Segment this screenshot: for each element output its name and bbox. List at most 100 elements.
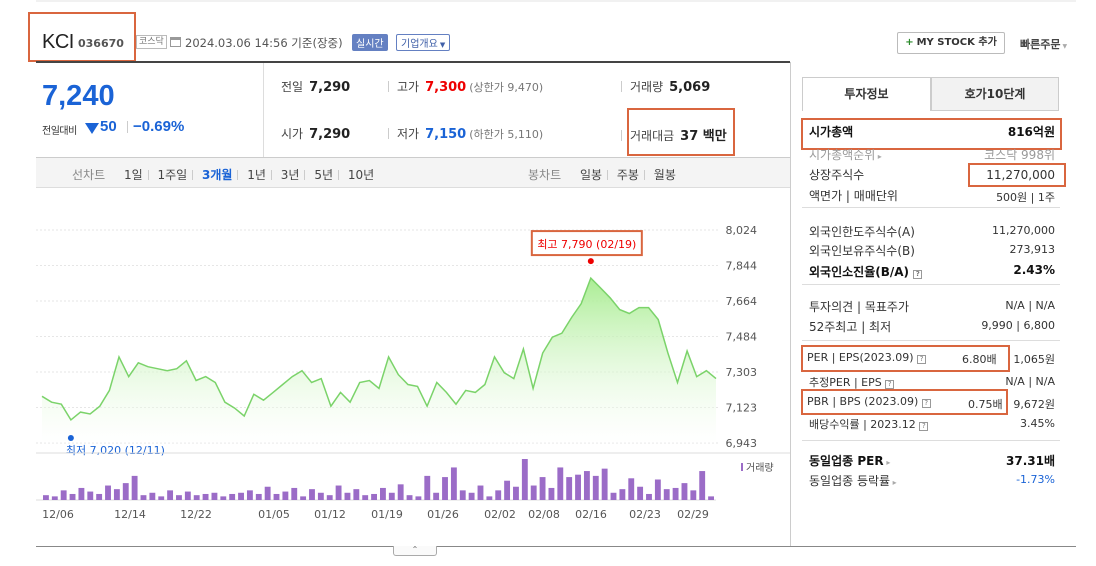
add-mystock-button[interactable]: + MY STOCK 추가 xyxy=(897,32,1005,54)
volume-bar xyxy=(637,486,644,500)
candle-weekly[interactable]: 주봉 xyxy=(616,168,639,182)
bps-value: 9,672원 xyxy=(1013,398,1055,411)
candle-monthly[interactable]: 월봉 xyxy=(653,168,676,182)
help-icon[interactable]: ? xyxy=(919,422,929,431)
x-tick-label: 12/06 xyxy=(42,508,74,521)
per-label: PER | EPS(2023.09) ? xyxy=(807,351,927,364)
prev-close-label: 전일 xyxy=(281,80,304,94)
period-1w[interactable]: 1주일 xyxy=(157,168,188,182)
info-divider xyxy=(802,284,1060,285)
volume-bar xyxy=(504,480,511,500)
per-text: PER | EPS(2023.09) xyxy=(807,351,914,364)
stat-separator xyxy=(621,130,622,141)
x-tick-label: 02/23 xyxy=(629,508,661,521)
opinion-value: N/A | N/A xyxy=(1005,299,1055,312)
sector-per-text: 동일업종 PER xyxy=(809,454,884,468)
volume-bar xyxy=(601,468,608,500)
volume-bar xyxy=(521,459,528,500)
foreign-hold-label: 외국인보유주식수(B) xyxy=(809,244,915,258)
company-name[interactable]: KCI xyxy=(42,31,74,53)
volume-bar xyxy=(486,496,493,500)
volume-bar xyxy=(557,467,564,500)
week52-value: 9,990 | 6,800 xyxy=(981,319,1055,332)
volume-bar xyxy=(566,477,573,500)
volume-bar xyxy=(60,490,67,500)
volume-bar xyxy=(495,490,502,500)
sector-per-label[interactable]: 동일업종 PER ▸ xyxy=(809,452,890,469)
market-cap-highlight xyxy=(801,118,1062,150)
volume-bar xyxy=(619,489,626,500)
price-chart[interactable]: 8,024 7,844 7,664 7,484 7,303 7,123 6,943 최고 7,… xyxy=(36,190,790,546)
high-marker xyxy=(587,258,594,265)
market-cap-value: 816억원 xyxy=(1007,125,1055,139)
period-1d[interactable]: 1일 xyxy=(123,168,143,182)
volume-bar xyxy=(433,492,440,500)
volume-bar xyxy=(149,492,156,500)
help-icon[interactable]: ? xyxy=(913,270,923,279)
volume-bar xyxy=(131,475,138,500)
chevron-up-icon: ⌃ xyxy=(411,545,419,554)
stat-separator xyxy=(388,128,389,139)
info-divider xyxy=(802,340,1060,341)
tab-order-book[interactable]: 호가10단계 xyxy=(931,77,1059,111)
down-arrow-icon xyxy=(85,123,99,134)
candle-chart-periods: 봉차트 일봉 주봉 월봉 xyxy=(528,166,681,183)
x-tick-label: 01/26 xyxy=(427,508,459,521)
open-label: 시가 xyxy=(281,127,304,141)
quick-order-button[interactable]: 빠른주문 ▼ xyxy=(1020,36,1067,52)
chart-bottom-line xyxy=(36,546,1076,547)
volume-bar xyxy=(113,489,120,500)
volume-bar xyxy=(255,493,262,500)
volume-bar xyxy=(450,467,457,500)
period-10y[interactable]: 10년 xyxy=(347,168,375,182)
high-value: 7,300 xyxy=(425,80,467,95)
high-label: 고가 xyxy=(397,80,420,94)
market-cap-rank-value: 코스닥 998위 xyxy=(984,148,1055,162)
collapse-chart-button[interactable]: ⌃ xyxy=(393,546,437,556)
realtime-badge[interactable]: 실시간 xyxy=(352,34,388,51)
volume-bar xyxy=(362,495,369,500)
volume-bar xyxy=(610,492,617,500)
price-tick-label: 7,484 xyxy=(726,331,758,344)
help-icon[interactable]: ? xyxy=(917,355,927,364)
price-divider xyxy=(263,63,264,157)
market-cap-rank-text: 시가총액순위 xyxy=(809,148,876,162)
help-icon[interactable]: ? xyxy=(921,399,931,408)
volume-bar xyxy=(548,487,555,500)
lower-limit: (하한가 5,110) xyxy=(469,128,544,141)
volume-bar xyxy=(592,475,599,500)
calendar-icon xyxy=(170,37,181,47)
price-change: 50 xyxy=(100,118,117,135)
par-value-label: 액면가 | 매매단위 xyxy=(809,189,898,203)
tab-invest-info[interactable]: 투자정보 xyxy=(802,77,931,111)
market-cap-rank-label[interactable]: 시가총액순위 ▸ xyxy=(809,146,882,163)
sector-change-label[interactable]: 동일업종 등락률 ▸ xyxy=(809,472,897,489)
candle-daily[interactable]: 일봉 xyxy=(579,168,603,182)
volume-bar xyxy=(246,490,253,500)
volume-bar xyxy=(459,490,466,500)
volume-bar xyxy=(264,486,271,500)
volume-legend-swatch xyxy=(741,463,743,471)
high-annotation-highlight xyxy=(530,230,643,257)
pbr-highlight xyxy=(801,389,1008,415)
volume-bar xyxy=(282,491,289,500)
low-value: 7,150 xyxy=(425,127,467,142)
price-tick-label: 8,024 xyxy=(726,224,758,237)
company-overview-dropdown[interactable]: 기업개요 ▼ xyxy=(396,34,451,51)
period-3y[interactable]: 3년 xyxy=(280,168,300,182)
market-badge: 코스닥 xyxy=(136,35,167,49)
listed-shares-label: 상장주식수 xyxy=(809,168,865,182)
volume-bar xyxy=(184,491,191,500)
trade-amount-stat: 거래대금 37 백만 xyxy=(621,125,727,144)
period-3m[interactable]: 3개월 xyxy=(202,168,233,182)
low-label: 저가 xyxy=(397,127,420,141)
x-tick-label: 01/19 xyxy=(371,508,403,521)
period-5y[interactable]: 5년 xyxy=(314,168,333,182)
volume-bar xyxy=(158,496,165,500)
pbr-label: PBR | BPS (2023.09) ? xyxy=(807,395,931,408)
low-stat: 저가 7,150 (하한가 5,110) xyxy=(388,125,543,142)
volume-bar xyxy=(477,485,484,500)
period-1y[interactable]: 1년 xyxy=(247,168,266,182)
help-icon[interactable]: ? xyxy=(885,380,895,389)
volume-bar xyxy=(96,493,103,500)
